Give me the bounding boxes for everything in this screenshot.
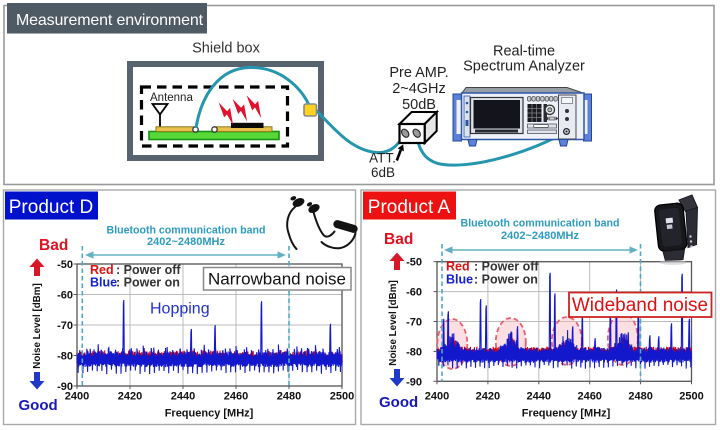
svg-text:Good: Good [379,394,418,411]
svg-text:2420: 2420 [118,391,142,403]
svg-text:Bad: Bad [39,237,68,254]
svg-text:-60: -60 [57,290,73,302]
svg-text:Blue: Blue [446,273,473,287]
svg-text:-90: -90 [57,381,73,393]
svg-text:2460: 2460 [224,391,248,403]
svg-text:2500: 2500 [330,391,354,403]
svg-text:Blue: Blue [90,276,117,290]
svg-text:: Power on: : Power on [116,276,180,290]
svg-text:Wideband noise: Wideband noise [572,295,708,316]
svg-text:Product A: Product A [368,197,451,218]
svg-text:2440: 2440 [171,391,195,403]
svg-text:-90: -90 [406,376,422,388]
svg-text:Narrowband noise: Narrowband noise [208,270,346,289]
svg-text:Measurement environment: Measurement environment [16,12,204,29]
svg-text:Good: Good [19,397,58,414]
svg-text:Real-time: Real-time [493,44,555,60]
svg-text:Hopping: Hopping [150,301,210,318]
svg-text:Frequency [MHz]: Frequency [MHz] [522,408,611,420]
svg-text:50dB: 50dB [402,97,436,113]
svg-text:Red: Red [90,263,114,277]
svg-text:Noise Level [dBm]: Noise Level [dBm] [32,283,43,368]
svg-text:2400: 2400 [65,391,89,403]
svg-text:-50: -50 [57,259,73,271]
svg-text:6dB: 6dB [371,165,395,180]
svg-text:-60: -60 [406,287,422,299]
svg-text:2480: 2480 [277,391,301,403]
svg-text:Product D: Product D [9,197,93,218]
svg-text:2480: 2480 [628,391,652,403]
svg-text:Bad: Bad [384,231,413,248]
svg-text:2440: 2440 [527,391,551,403]
svg-text:2400: 2400 [425,391,449,403]
svg-text:Bluetooth communication band: Bluetooth communication band [461,218,620,230]
svg-text:Shield box: Shield box [192,41,260,57]
svg-text:2402~2480MHz: 2402~2480MHz [501,230,579,242]
svg-text:-70: -70 [57,320,73,332]
svg-text:: Power on: : Power on [474,273,538,287]
svg-text:Spectrum Analyzer: Spectrum Analyzer [463,59,585,75]
svg-text:Noise Level [dBm]: Noise Level [dBm] [388,280,399,365]
svg-text:Red: Red [446,260,470,274]
svg-text:2402~2480MHz: 2402~2480MHz [147,236,225,248]
svg-text:2500: 2500 [679,391,703,403]
svg-text:ATT.: ATT. [369,151,396,166]
svg-text:2420: 2420 [476,391,500,403]
svg-text:-70: -70 [406,317,422,329]
svg-text:Pre AMP.: Pre AMP. [389,65,448,81]
svg-text:-80: -80 [406,346,422,358]
svg-text:Antenna: Antenna [150,92,193,104]
svg-text:Bluetooth communication band: Bluetooth communication band [107,225,266,237]
svg-text:: Power off: : Power off [474,260,539,274]
svg-text:-50: -50 [406,257,422,269]
svg-text:-80: -80 [57,351,73,363]
svg-text:: Power off: : Power off [116,263,181,277]
svg-text:Frequency [MHz]: Frequency [MHz] [165,408,254,420]
svg-text:2~4GHz: 2~4GHz [392,81,446,97]
svg-text:2460: 2460 [577,391,601,403]
